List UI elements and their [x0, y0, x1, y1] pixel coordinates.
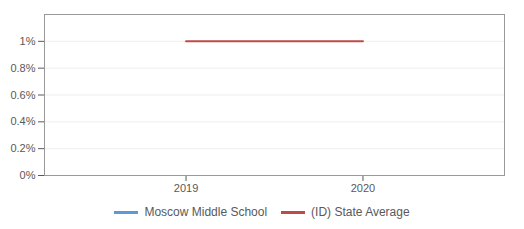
html-text:Moscow Middle School: Moscow Middle School [144, 205, 268, 219]
svg-text:0.2%: 0.2% [10, 142, 35, 154]
svg-text:0.8%: 0.8% [10, 62, 35, 74]
html-text:(ID) State Average: (ID) State Average [311, 205, 410, 219]
svg-text:2020: 2020 [351, 182, 375, 194]
svg-text:1%: 1% [20, 35, 36, 47]
svg-text:0%: 0% [20, 169, 36, 181]
svg-text:2019: 2019 [174, 182, 198, 194]
svg-text:0.6%: 0.6% [10, 89, 35, 101]
svg-text:0.4%: 0.4% [10, 115, 35, 127]
